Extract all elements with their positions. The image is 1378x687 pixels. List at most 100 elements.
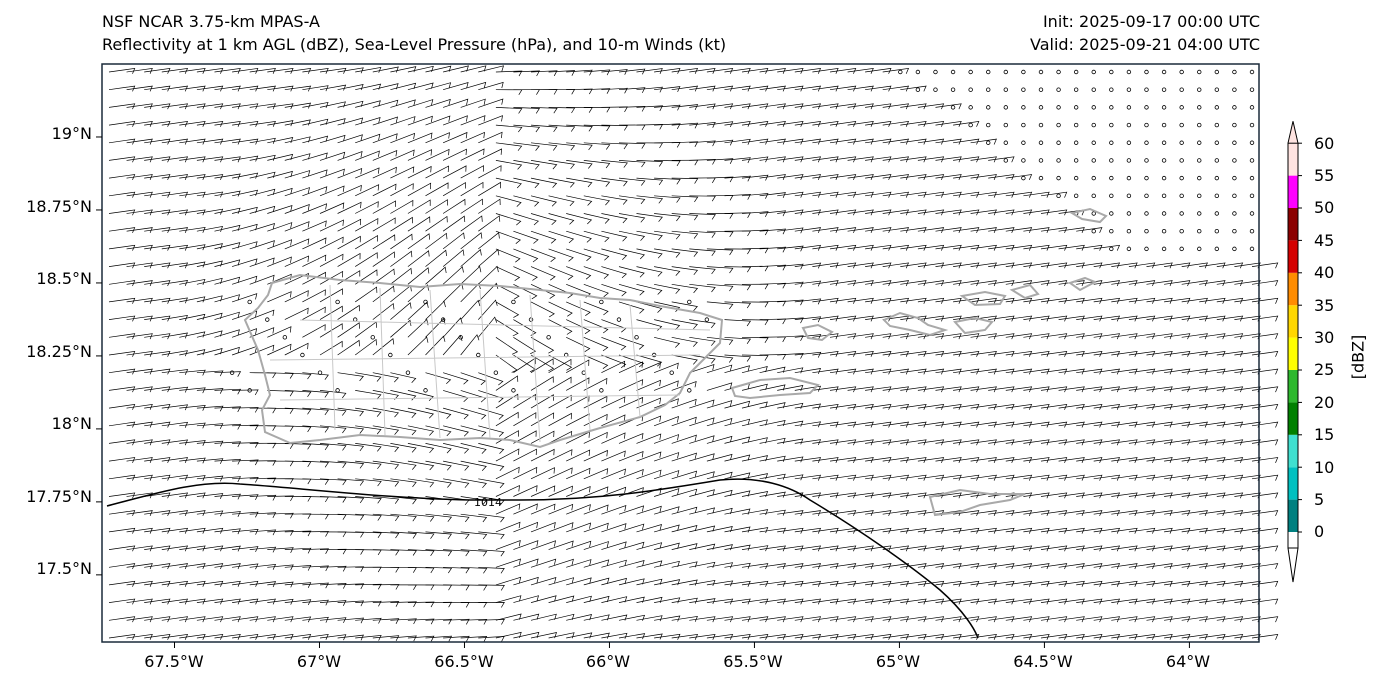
- wind-barb: [882, 580, 910, 587]
- colorbar-tick-15: 15: [1314, 425, 1335, 444]
- wind-barb: [741, 120, 769, 127]
- wind-barb: [495, 375, 519, 391]
- wind-barb: [319, 407, 347, 416]
- wind-barb: [144, 191, 171, 198]
- st-croix-island: [928, 488, 1026, 517]
- wind-barb: [284, 390, 312, 397]
- colorbar-outline: [1287, 142, 1299, 549]
- wind-barb: [460, 425, 487, 437]
- wind-barb: [355, 531, 382, 538]
- calm-circle: [335, 388, 340, 393]
- wind-barb: [425, 531, 453, 540]
- wind-barb: [179, 422, 206, 429]
- wind-barb: [319, 634, 347, 641]
- wind-barb: [144, 297, 171, 304]
- wind-barb: [407, 549, 435, 556]
- wind-barb: [478, 513, 505, 523]
- lat-label-17-5: 17.5°N: [36, 559, 92, 578]
- wind-barb: [232, 407, 259, 413]
- calm-circle: [1109, 87, 1114, 92]
- wind-barb: [108, 209, 136, 216]
- wind-barb: [1093, 439, 1121, 446]
- calm-circle: [687, 388, 692, 393]
- wind-barb: [196, 423, 224, 430]
- wind-barb: [196, 312, 223, 320]
- wind-barb: [865, 563, 892, 570]
- wind-barb: [865, 244, 892, 251]
- wind-barb: [1076, 368, 1103, 375]
- wind-barb: [900, 616, 927, 623]
- calm-circle: [1109, 246, 1114, 252]
- wind-barb: [953, 138, 980, 145]
- wind-barb: [372, 496, 400, 504]
- wind-barb: [865, 457, 892, 464]
- wind-barb: [812, 580, 839, 587]
- wind-barb: [232, 67, 259, 74]
- wind-barb: [1005, 457, 1033, 464]
- wind-barb: [108, 633, 136, 640]
- tortola-island: [959, 290, 1007, 307]
- wind-barb: [847, 174, 874, 181]
- wind-barb: [935, 492, 962, 499]
- wind-barb: [126, 527, 153, 534]
- wind-barb: [161, 386, 189, 393]
- wind-barb: [1023, 280, 1050, 287]
- wind-barb: [953, 386, 980, 393]
- wind-barb: [478, 65, 505, 73]
- wind-barb: [741, 211, 769, 218]
- wind-barb: [970, 616, 997, 623]
- calm-circle: [1126, 122, 1132, 128]
- wind-barb: [249, 120, 276, 127]
- wind-barb: [566, 467, 591, 480]
- wind-barb: [1040, 191, 1068, 198]
- lat-label-18: 18°N: [51, 414, 92, 433]
- wind-barb: [249, 188, 276, 197]
- wind-barb: [882, 474, 910, 481]
- wind-barb: [249, 494, 277, 501]
- wind-barb: [302, 478, 330, 485]
- wind-barb: [1199, 545, 1226, 552]
- wind-barb: [442, 148, 467, 161]
- wind-barb: [513, 521, 539, 533]
- wind-barb: [144, 209, 171, 216]
- wind-barb: [777, 580, 804, 587]
- wind-barb: [319, 219, 344, 232]
- wind-barb: [108, 227, 136, 234]
- wind-barb: [249, 633, 276, 640]
- wind-barb: [337, 235, 361, 250]
- wind-barb: [513, 558, 539, 568]
- wind-barb: [935, 333, 962, 340]
- calm-circle: [1197, 140, 1202, 145]
- wind-barb: [988, 209, 1015, 216]
- wind-barb: [513, 485, 538, 497]
- wind-barb: [671, 398, 697, 409]
- calm-circle: [634, 335, 639, 340]
- wind-barb: [882, 563, 910, 570]
- wind-barb: [161, 474, 189, 481]
- wind-barb: [267, 616, 294, 623]
- calm-circle: [1179, 69, 1184, 75]
- wind-barb: [654, 283, 681, 294]
- wind-barb: [249, 327, 275, 338]
- wind-barb: [1216, 386, 1244, 393]
- wind-barb: [741, 383, 768, 391]
- wind-barb: [777, 598, 804, 605]
- wind-barb: [319, 236, 344, 250]
- wind-barb: [267, 187, 293, 197]
- wind-barb: [970, 138, 997, 145]
- wind-barb: [355, 167, 380, 179]
- wind-barb: [372, 372, 399, 383]
- wind-barb: [601, 541, 627, 550]
- calm-circle: [986, 105, 991, 110]
- wind-barb: [126, 563, 153, 570]
- calm-circle: [1056, 175, 1061, 181]
- wind-barb: [829, 191, 857, 198]
- calm-circle: [1021, 175, 1026, 181]
- wind-barb: [882, 350, 910, 357]
- wind-barb: [407, 65, 434, 73]
- wind-barb: [1040, 350, 1068, 357]
- wind-barb: [1199, 262, 1226, 269]
- wind-barb: [249, 171, 276, 179]
- wind-barb: [706, 67, 734, 74]
- wind-barb: [196, 67, 224, 74]
